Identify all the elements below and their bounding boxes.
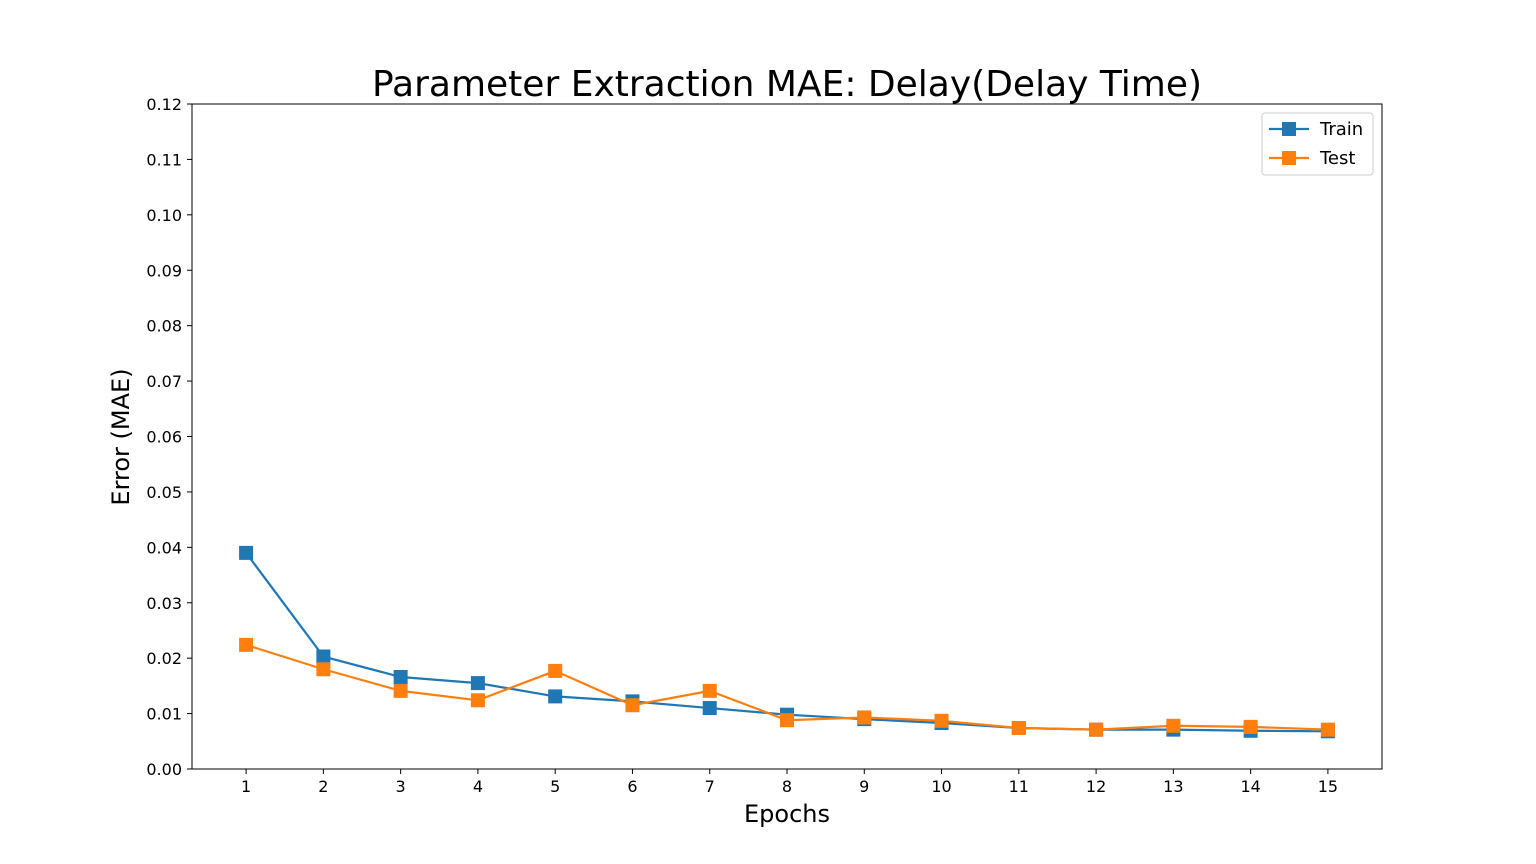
x-tick-label: 12 <box>1086 777 1106 796</box>
data-point-train <box>393 670 408 685</box>
data-point-train <box>548 689 563 704</box>
x-tick-label: 10 <box>931 777 951 796</box>
x-tick-label: 1 <box>241 777 251 796</box>
x-tick-label: 2 <box>318 777 328 796</box>
x-tick-label: 4 <box>473 777 483 796</box>
data-point-test <box>316 662 331 677</box>
x-tick-label: 15 <box>1318 777 1338 796</box>
y-tick-label: 0.00 <box>146 760 182 779</box>
series-test <box>239 637 1335 737</box>
legend-marker-train <box>1282 122 1296 136</box>
y-tick-label: 0.04 <box>146 538 182 557</box>
x-tick-label: 14 <box>1240 777 1260 796</box>
data-point-test <box>1320 722 1335 737</box>
data-point-test <box>1011 720 1026 735</box>
chart-title: Parameter Extraction MAE: Delay(Delay Ti… <box>372 64 1202 105</box>
y-tick-label: 0.02 <box>146 649 182 668</box>
legend-label-train: Train <box>1319 119 1363 140</box>
x-tick-label: 6 <box>627 777 637 796</box>
y-tick-label: 0.09 <box>146 261 182 280</box>
data-point-test <box>1243 719 1258 734</box>
data-point-test <box>470 693 485 708</box>
legend: Train Test <box>1261 112 1374 176</box>
x-tick-label: 7 <box>705 777 715 796</box>
data-point-train <box>239 545 254 560</box>
data-point-test <box>393 683 408 698</box>
data-point-test <box>780 713 794 728</box>
data-point-test <box>548 663 563 678</box>
data-point-test <box>1166 718 1181 733</box>
x-tick-label: 8 <box>782 777 792 796</box>
legend-marker-test <box>1282 151 1296 165</box>
y-axis-label: Error (MAE) <box>107 368 135 505</box>
y-tick-label: 0.10 <box>146 206 182 225</box>
data-point-train <box>316 649 331 664</box>
y-tick-label: 0.05 <box>146 483 182 502</box>
x-tick-label: 3 <box>396 777 406 796</box>
y-tick-label: 0.06 <box>146 428 182 447</box>
data-point-test <box>857 710 872 725</box>
data-point-train <box>470 676 485 691</box>
x-axis-label: Epochs <box>744 800 830 828</box>
y-tick-label: 0.07 <box>146 372 182 391</box>
y-tick-label: 0.12 <box>146 95 182 114</box>
data-point-test <box>625 698 640 713</box>
data-point-train <box>702 701 717 716</box>
x-tick-label: 9 <box>859 777 869 796</box>
x-tick-label: 5 <box>550 777 560 796</box>
y-tick-label: 0.11 <box>146 150 182 169</box>
plot-area: 0.00 0.01 0.02 0.03 0.04 0.05 0.06 0.07 0.08 0.09… <box>146 95 1383 796</box>
data-point-test <box>239 637 254 652</box>
x-tick-label: 13 <box>1163 777 1183 796</box>
y-tick-label: 0.08 <box>146 317 182 336</box>
data-point-test <box>702 683 717 698</box>
data-point-test <box>934 713 949 728</box>
x-tick-label: 11 <box>1009 777 1029 796</box>
data-point-test <box>1089 722 1104 737</box>
y-tick-label: 0.03 <box>146 594 182 613</box>
y-tick-label: 0.01 <box>146 705 182 724</box>
legend-label-test: Test <box>1319 148 1355 169</box>
axes-frame <box>191 103 1383 770</box>
